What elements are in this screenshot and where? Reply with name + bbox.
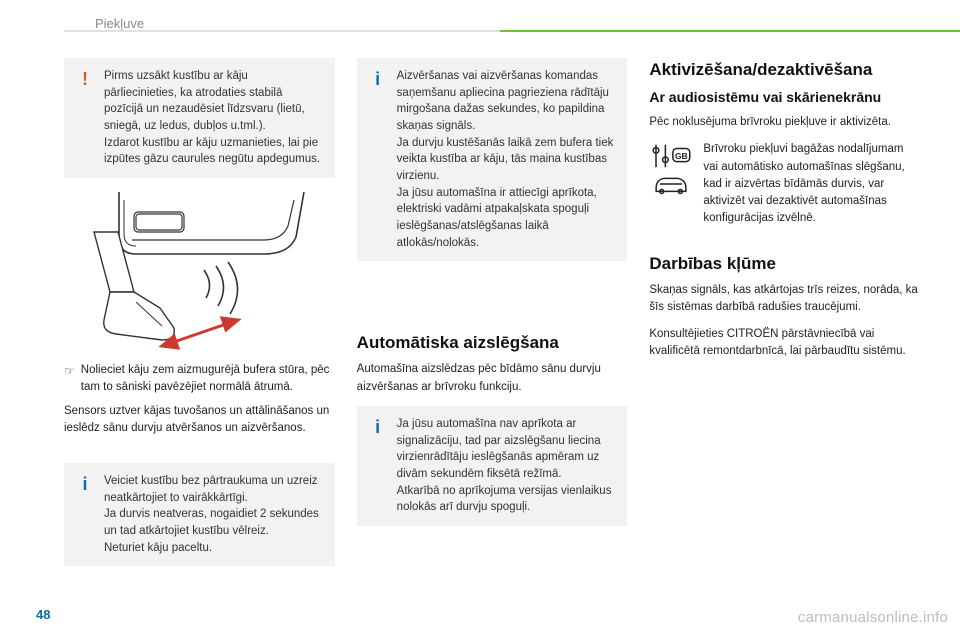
illustration-svg <box>64 192 314 352</box>
info-icon: i <box>369 66 387 92</box>
info-note: i Veiciet kustību bez pārtraukuma un uzr… <box>64 463 335 566</box>
warning-icon: ! <box>76 66 94 92</box>
warning-text: Pirms uzsākt kustību ar kāju pārliecinie… <box>104 70 320 165</box>
watermark: carmanualsonline.info <box>798 609 948 626</box>
icon-caption: Brīvroku piekļuvi bagāžas nodalījumam va… <box>703 141 920 227</box>
columns: ! Pirms uzsākt kustību ar kāju pārliecin… <box>64 58 920 580</box>
info-icon: i <box>76 471 94 497</box>
manual-page: Piekļuve ! Pirms uzsākt kustību ar kāju … <box>0 0 960 640</box>
info-note: i Ja jūsu automašīna nav aprīkota ar sig… <box>357 406 628 526</box>
header-accent <box>500 30 960 32</box>
foot-sensor-illustration <box>64 192 314 352</box>
section-heading: Automātiska aizslēgšana <box>357 333 628 353</box>
svg-text:GB: GB <box>675 151 688 161</box>
warning-note: ! Pirms uzsākt kustību ar kāju pārliecin… <box>64 58 335 178</box>
car-icon <box>649 171 693 197</box>
settings-icon: GB <box>649 141 693 171</box>
bullet-icon: ☞ <box>64 362 75 397</box>
column-2: i Aizvēršanas vai aizvēršanas komandas s… <box>357 58 628 580</box>
column-1: ! Pirms uzsākt kustību ar kāju pārliecin… <box>64 58 335 580</box>
config-icons: GB <box>649 141 693 197</box>
info-note: i Aizvēršanas vai aizvēršanas komandas s… <box>357 58 628 261</box>
config-icon-row: GB Brīvroku piekļuvi bagāžas nodalījumam… <box>649 141 920 227</box>
info-text: Veiciet kustību bez pārtraukuma un uzrei… <box>104 475 319 554</box>
section-heading: Darbības kļūme <box>649 254 920 274</box>
paragraph: Pēc noklusējuma brīvroku piekļuve ir akt… <box>649 114 920 131</box>
paragraph: Skaņas signāls, kas atkārtojas trīs reiz… <box>649 282 920 317</box>
page-number: 48 <box>36 607 50 622</box>
paragraph: Sensors uztver kājas tuvošanos un attāli… <box>64 403 335 438</box>
bullet-text: Nolieciet kāju zem aizmugurējā bufera st… <box>81 362 335 397</box>
spacer <box>357 275 628 331</box>
info-icon: i <box>369 414 387 440</box>
bullet-item: ☞ Nolieciet kāju zem aizmugurējā bufera … <box>64 362 335 397</box>
subsection-heading: Ar audiosistēmu vai skārienekrānu <box>649 88 920 106</box>
paragraph: Konsultējieties CITROËN pārstāvniecībā v… <box>649 326 920 361</box>
info-text: Aizvēršanas vai aizvēršanas komandas saņ… <box>397 70 614 249</box>
spacer <box>649 228 920 252</box>
column-3: Aktivizēšana/dezaktivēšana Ar audiosistē… <box>649 58 920 580</box>
section-heading: Aktivizēšana/dezaktivēšana <box>649 60 920 80</box>
info-text: Ja jūsu automašīna nav aprīkota ar signa… <box>397 418 612 513</box>
section-title: Piekļuve <box>95 16 144 31</box>
paragraph: Automašīna aizslēdzas pēc bīdāmo sānu du… <box>357 361 628 396</box>
